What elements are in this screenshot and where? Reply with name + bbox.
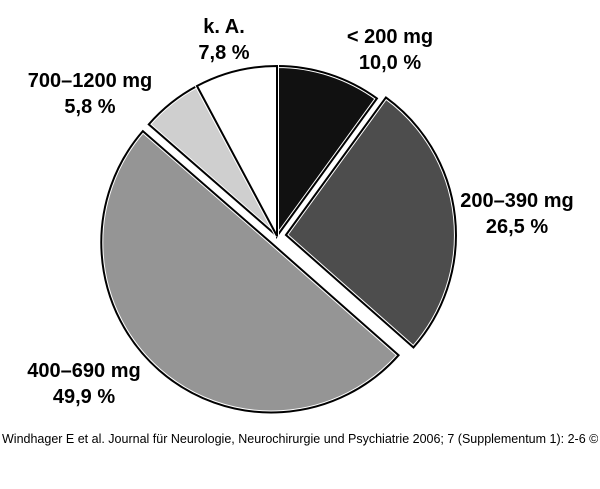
slice-label-percent: 49,9 %: [52, 386, 116, 408]
slice-label-k-a: k. A. 7,8 %: [174, 14, 274, 66]
pie-slice-outline-0: [276, 64, 379, 240]
slice-label-percent: 10,0 %: [358, 52, 422, 74]
slice-label-percent: 5,8 %: [64, 96, 116, 118]
pie-slice-outline-4: [195, 64, 278, 237]
pie-slice-outline-1: [284, 96, 457, 349]
slice-label-200-390mg: 200–390 mg 26,5 %: [442, 188, 592, 240]
slice-label-name: k. A.: [203, 16, 245, 38]
slice-label-700-1200mg: 700–1200 mg 5,8 %: [8, 68, 172, 120]
slice-label-percent: 26,5 %: [485, 216, 549, 238]
pie-chart: [99, 63, 458, 415]
slice-label-name: 700–1200 mg: [27, 70, 153, 92]
pie-slice-outline-2: [100, 129, 401, 414]
slice-label-400-690mg: 400–690 mg 49,9 %: [4, 358, 164, 410]
slice-label-name: 400–690 mg: [27, 360, 141, 382]
slice-label-name: < 200 mg: [346, 26, 434, 48]
slice-label-lt-200mg: < 200 mg 10,0 %: [322, 24, 458, 76]
slice-label-percent: 7,8 %: [198, 42, 250, 64]
citation-text: Windhager E et al. Journal für Neurologi…: [2, 432, 598, 446]
slice-label-name: 200–390 mg: [460, 190, 574, 212]
